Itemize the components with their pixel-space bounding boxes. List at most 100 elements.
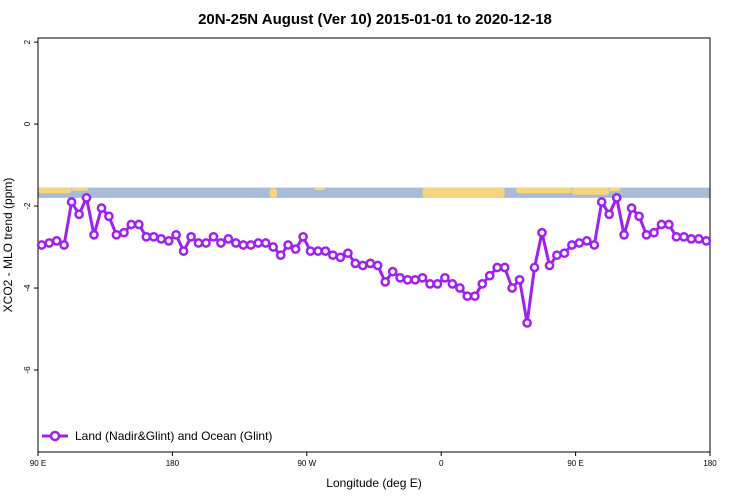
data-point	[231, 238, 241, 248]
data-point	[89, 229, 99, 240]
data-point	[126, 219, 137, 230]
data-point	[163, 236, 174, 246]
data-point	[156, 234, 167, 244]
data-point	[245, 240, 256, 250]
data-point	[395, 272, 405, 283]
y-tick-label: 2	[23, 39, 32, 44]
data-point	[357, 260, 368, 271]
data-point	[365, 258, 376, 269]
data-point	[679, 231, 689, 242]
data-point	[469, 291, 480, 302]
data-point	[104, 211, 114, 222]
data-point	[275, 250, 286, 261]
data-point	[417, 272, 428, 283]
data-point	[36, 240, 47, 250]
data-point	[44, 238, 55, 248]
data-point	[216, 238, 226, 248]
data-point	[148, 231, 159, 242]
map-land-shape	[71, 187, 89, 191]
map-land-shape	[38, 187, 72, 194]
data-point	[171, 229, 181, 240]
data-point	[641, 229, 652, 240]
data-point	[328, 250, 338, 261]
y-tick-label: -4	[23, 284, 32, 292]
data-point	[66, 197, 77, 207]
data-point	[596, 197, 607, 207]
data-point	[111, 229, 122, 240]
data-point	[656, 219, 667, 230]
data-point	[81, 193, 92, 203]
data-point	[589, 240, 600, 250]
map-land-shape	[314, 187, 326, 191]
data-point	[335, 252, 346, 263]
data-point	[686, 234, 697, 244]
data-point	[141, 231, 152, 242]
data-point	[425, 279, 435, 289]
data-point	[350, 258, 361, 269]
data-point	[693, 234, 704, 244]
data-point	[567, 240, 577, 250]
map-land-shape	[269, 188, 277, 198]
map-land-shape	[515, 187, 572, 194]
data-point	[208, 231, 219, 242]
data-point	[611, 193, 622, 203]
data-point	[522, 318, 532, 328]
data-point	[544, 260, 555, 271]
data-point	[574, 238, 585, 248]
x-axis-label: Longitude (deg E)	[326, 476, 421, 490]
data-point	[372, 260, 383, 271]
y-axis-label: XCO2 - MLO trend (ppm)	[1, 178, 15, 313]
data-point	[119, 227, 129, 238]
data-point	[447, 279, 458, 289]
x-axis: 90 E 180 90 W 0 90 E 180	[30, 452, 717, 468]
chart-title: 20N-25N August (Ver 10) 2015-01-01 to 20…	[198, 11, 552, 28]
data-point	[455, 283, 465, 293]
data-point	[380, 277, 391, 287]
data-point	[402, 274, 413, 285]
data-point	[201, 238, 211, 248]
x-tick-label: 90 W	[297, 459, 316, 468]
data-point	[74, 209, 84, 220]
data-point	[477, 279, 488, 289]
data-point	[537, 227, 547, 238]
legend-entry-label: Land (Nadir&Glint) and Ocean (Glint)	[75, 429, 272, 443]
data-point	[440, 272, 450, 283]
data-point	[290, 244, 301, 254]
data-point	[223, 234, 234, 244]
data-point	[313, 246, 323, 256]
x-tick-label: 90 E	[30, 459, 46, 468]
data-point	[499, 262, 510, 273]
x-tick-label: 90 E	[567, 459, 583, 468]
data-point	[701, 236, 712, 246]
plot-area-frame	[37, 37, 711, 453]
data-point	[238, 240, 249, 250]
map-ocean-band	[38, 187, 710, 198]
data-point	[552, 250, 562, 261]
data-point	[178, 246, 189, 256]
data-point	[634, 211, 644, 222]
x-tick-label: 180	[703, 459, 717, 468]
data-point	[492, 262, 503, 273]
data-point	[305, 246, 316, 256]
data-point	[133, 219, 144, 230]
data-point	[253, 238, 264, 248]
data-point	[343, 248, 353, 259]
data-point	[298, 231, 308, 242]
data-point	[59, 240, 69, 250]
data-point	[619, 229, 629, 240]
data-point	[268, 242, 279, 252]
series-layer	[36, 193, 712, 328]
data-point	[193, 238, 204, 248]
data-point	[664, 219, 674, 230]
data-point	[649, 227, 659, 238]
map-land-shape	[422, 187, 505, 198]
data-point	[581, 236, 592, 246]
data-point	[96, 203, 107, 213]
map-land-shape	[571, 187, 610, 195]
data-point	[559, 248, 570, 259]
data-point	[260, 238, 271, 248]
data-point	[320, 246, 331, 256]
data-point	[604, 209, 615, 220]
data-point	[462, 291, 473, 302]
